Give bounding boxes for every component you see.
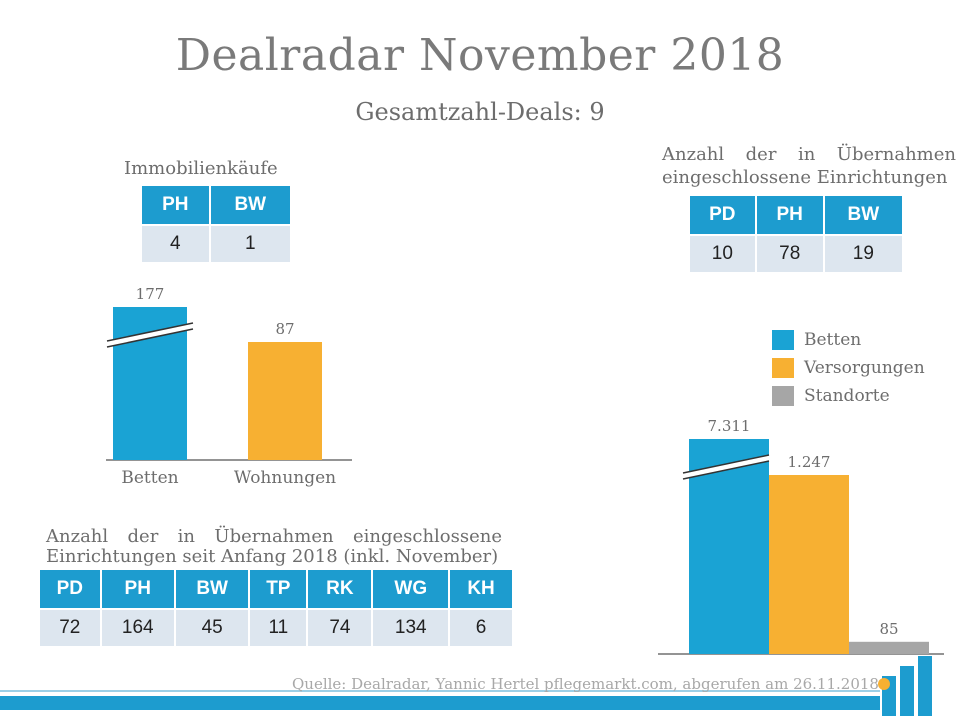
table-cell: 45 [174,608,251,646]
table-header: KH [449,570,512,609]
data-label: 177 [136,285,165,303]
table-header: WG [372,570,451,609]
table-header: PD [40,570,102,609]
table-cell: 164 [100,608,176,646]
bar-versorgungen [769,475,849,654]
category-label: Wohnungen [234,468,336,488]
page-title: Dealradar November 2018 [175,30,785,81]
seit-anfang-title-line1: Anzahl der in Übernahmen eingeschlossene [46,526,502,547]
axis-break-line [682,460,770,480]
table-header: BW [174,570,251,609]
table-header: PH [142,186,211,225]
category-label: Betten [121,468,178,488]
table-header: PD [690,196,757,235]
legend-item: Standorte [772,382,925,410]
table-header: PH [100,570,176,609]
table-cell: 72 [40,608,102,646]
footer-band [0,696,880,710]
table-header-row: PH BW [142,186,290,225]
legend-label: Versorgungen [804,358,925,378]
data-label: 85 [879,620,898,638]
table-row: 72 164 45 11 74 134 6 [40,608,512,646]
table-header-row: PD PH BW [690,196,902,235]
legend-label: Betten [804,330,862,350]
axis-break-gap [683,455,769,479]
page-subtitle: Gesamtzahl-Deals: 9 [355,98,605,126]
table-cell: 11 [249,608,309,646]
table-cell: 74 [307,608,374,646]
table-header: BW [823,196,902,235]
legend-swatch-betten [772,330,794,350]
legend-label: Standorte [804,386,890,406]
bar-standorte [849,641,929,654]
immobilien-table: PH BW 4 1 [142,186,290,262]
table-cell: 1 [209,224,290,262]
table-cell: 134 [372,608,451,646]
table-row: 4 1 [142,224,290,262]
table-header: BW [209,186,290,225]
bar-wohnungen [248,342,322,460]
table-header-row: PD PH BW TP RK WG KH [40,570,512,609]
legend-swatch-versorgungen [772,358,794,378]
footer-line [0,690,880,692]
table-cell: 6 [449,608,512,646]
seit-anfang-table: PD PH BW TP RK WG KH 72 164 45 11 74 134… [40,570,512,646]
axis-break-line [682,454,770,474]
table-row: 10 78 19 [690,234,902,272]
table-header: PH [755,196,825,235]
uebernahmen-title-line2: eingeschlossene Einrichtungen [662,167,948,188]
table-cell: 4 [142,224,211,262]
table-cell: 10 [690,234,757,272]
table-cell: 19 [823,234,902,272]
source-note: Quelle: Dealradar, Yannic Hertel pflegem… [292,675,879,693]
uebernahmen-table: PD PH BW 10 78 19 [690,196,902,272]
immobilien-title: Immobilienkäufe [124,158,278,179]
legend-item: Betten [772,326,925,354]
legend-item: Versorgungen [772,354,925,382]
data-label: 1.247 [788,453,831,471]
seit-anfang-title-line2: Einrichtungen seit Anfang 2018 (inkl. No… [46,546,499,567]
data-label: 7.311 [708,417,751,435]
axis-break-gap [107,323,193,347]
uebernahmen-title-line1: Anzahl der in Übernahmen [662,144,956,165]
table-header: TP [249,570,309,609]
axis-break-line [106,322,194,342]
data-label: 87 [275,320,294,338]
table-cell: 78 [755,234,825,272]
table-header: RK [307,570,374,609]
chart-legend: Betten Versorgungen Standorte [772,326,925,410]
axis-break-line [106,328,194,348]
legend-swatch-standorte [772,386,794,406]
